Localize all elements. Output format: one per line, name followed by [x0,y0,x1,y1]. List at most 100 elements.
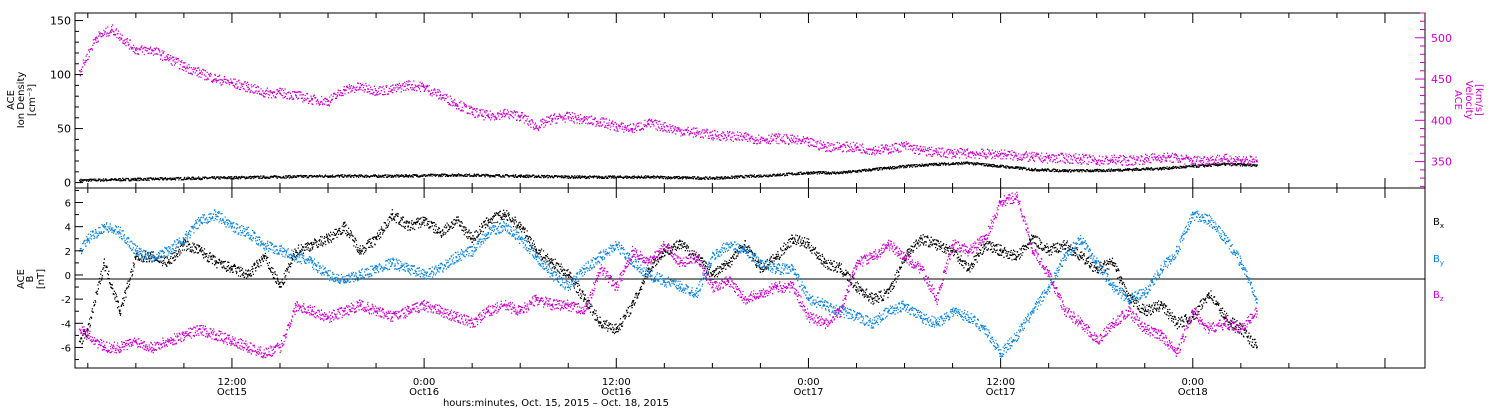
velocity-data-point [759,138,762,141]
by-data-point [663,280,666,282]
by-data-point [887,310,890,313]
by-data-point [727,243,730,246]
bz-data-point [887,243,890,246]
bx-data-point [855,286,858,288]
by-data-point [903,304,906,307]
field-tick-label: 2 [65,247,71,258]
bx-data-point [823,262,826,264]
ion-density-data-point [935,163,938,166]
velocity-data-point [631,127,634,130]
ion-density-data-point [199,177,201,180]
by-data-point [743,249,746,252]
velocity-data-point [791,139,794,142]
bz-data-point [391,316,393,319]
ion-density-points [79,161,1258,183]
by-data-point [1031,310,1034,313]
bz-data-point [1159,334,1162,337]
bx-data-point [679,243,682,246]
bz-data-point [343,310,345,313]
by-data-point [999,352,1002,355]
ion-density-data-point [807,172,810,174]
bx-data-point [359,249,361,252]
magnetic-field-plot-frame [74,187,1426,369]
bz-data-point [791,286,794,288]
bx-data-point [1111,262,1114,264]
time-tick-label: 0:00 [1182,377,1204,388]
bz-data-point [1095,340,1098,343]
by-data-point [519,237,522,240]
bz-data-point [695,256,698,258]
velocity-data-point [94,36,97,39]
bx-data-point [375,237,377,240]
bz-data-point [359,304,361,307]
velocity-data-point [487,115,490,118]
magnetic-field-axis-title-line2: B [25,275,36,282]
by-data-point [327,274,329,276]
ion-density-data-point [1159,167,1162,170]
bx-data-point [647,268,650,270]
bz-data-point [247,346,249,349]
velocity-data-point [679,130,682,132]
by-data-point [1095,262,1098,264]
bz-data-point [455,316,457,319]
ion-density-data-point [1063,169,1066,172]
by-data-point [807,298,810,300]
velocity-data-point [1095,159,1098,162]
by-data-point [199,219,201,222]
velocity-data-point [183,65,185,68]
by-data-point [1047,286,1050,288]
bx-data-point [711,274,714,276]
by-data-point [279,249,281,252]
by-data-point [599,256,602,258]
magnetic-field-axis-title: ACE B [nT] [16,269,47,289]
ion-density-data-point [839,172,842,174]
bz-data-point [599,268,602,270]
legend-bz: Bz [1433,290,1444,303]
bx-data-point [311,243,313,246]
velocity-data-point [375,89,377,92]
velocity-data-point [78,69,81,72]
velocity-data-point [1127,159,1130,162]
velocity-data-point [887,148,890,151]
bz-data-point [487,310,490,313]
bz-data-point [263,352,265,355]
field-tick-label: -6 [61,343,71,354]
by-data-point [631,262,634,264]
bz-data-point [519,310,522,313]
bz-data-point [167,340,169,343]
by-data-point [759,262,762,264]
bz-data-point [903,256,906,258]
velocity-data-point [151,49,153,51]
density-tick-label: 150 [50,15,71,28]
bz-data-point [199,328,201,331]
velocity-series [78,24,1258,167]
bz-points [79,191,1258,359]
by-data-point [183,237,185,240]
bz-data-point [407,310,409,313]
velocity-data-point [439,94,441,97]
velocity-data-point [1015,154,1018,157]
bx-data-point [791,237,794,240]
bx-data-point [503,213,506,216]
bz-data-point [1079,322,1082,325]
velocity-data-point [519,115,522,118]
velocity-data-point [951,152,954,155]
velocity-data-point [615,126,618,128]
velocity-data-point [999,153,1002,156]
velocity-axis-title: ACE Velocity [km/s] [1452,80,1484,119]
bz-data-point [663,243,666,246]
bx-data-point [1047,249,1050,252]
by-data-point [343,280,345,282]
velocity-data-point [423,86,425,89]
bz-data-point [423,304,425,307]
velocity-data-point [903,145,906,147]
bx-data-point [919,237,922,240]
bx-data-point [1031,237,1034,240]
bz-data-point [183,334,185,337]
velocity-data-point [110,28,113,31]
bx-data-point [1207,292,1210,294]
bx-data-point [1015,256,1018,258]
bz-data-point [631,249,634,252]
by-data-point [1256,298,1258,300]
velocity-data-point [1031,156,1034,159]
